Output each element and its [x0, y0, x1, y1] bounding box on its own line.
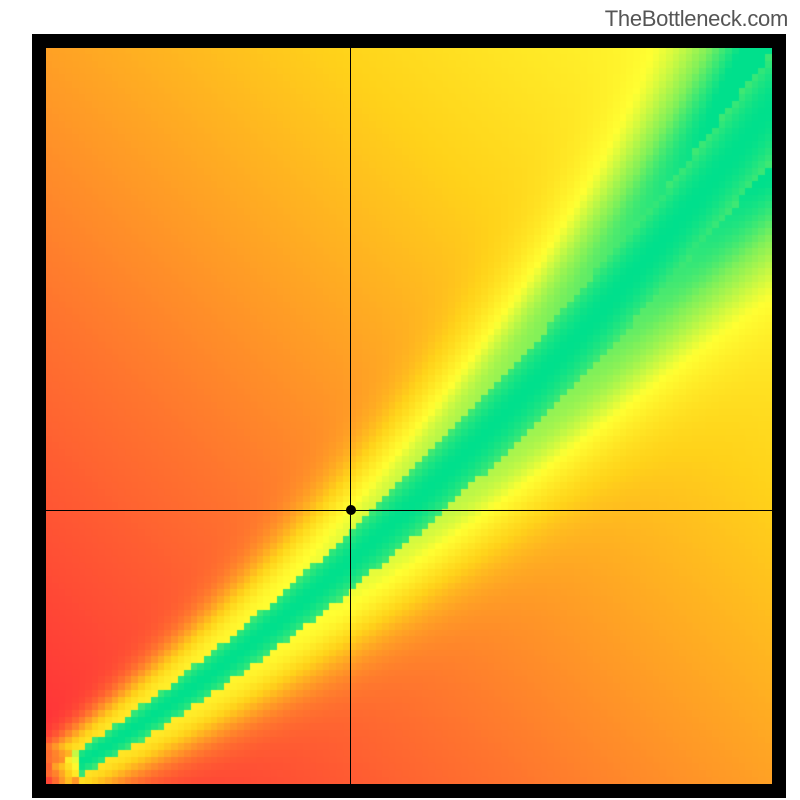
watermark-text: TheBottleneck.com: [605, 6, 788, 32]
heatmap-canvas: [46, 48, 772, 784]
crosshair-vertical: [350, 48, 351, 784]
crosshair-horizontal: [46, 510, 772, 511]
plot-frame: [32, 34, 786, 798]
